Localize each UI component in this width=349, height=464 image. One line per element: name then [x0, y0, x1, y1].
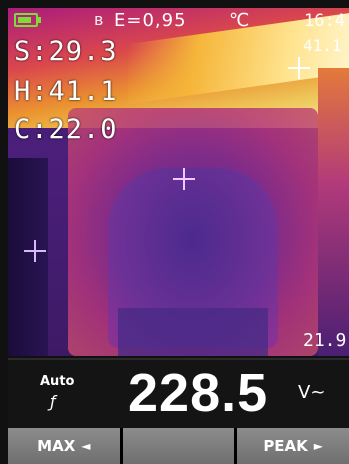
battery-level [18, 17, 31, 23]
battery-icon [14, 13, 41, 27]
status-bar: ʙ E=0,95 ℃ 16:4( [14, 10, 349, 31]
meter-unit: V~ [298, 382, 326, 403]
left-dark-region [8, 158, 48, 356]
temperature-unit: ℃ [229, 10, 250, 31]
hot-spot-crosshair-icon [288, 57, 310, 79]
softkey-bar: MAX ◄ PEAK ► [8, 428, 349, 464]
high-temperature: H:41.1 [14, 76, 118, 107]
bluetooth-icon: ʙ [94, 10, 104, 29]
range-symbol: ƒ [50, 392, 56, 411]
max-softkey[interactable]: MAX ◄ [8, 428, 120, 464]
left-arrow-icon: ◄ [81, 439, 91, 453]
bottom-box [118, 308, 268, 356]
center-crosshair-icon [173, 168, 195, 190]
max-softkey-label: MAX [37, 437, 76, 455]
cold-spot-crosshair-icon [24, 240, 46, 262]
right-arrow-icon: ► [313, 439, 324, 453]
max-corner-value: 41.1 [303, 36, 342, 55]
meter-value: 228.5 [128, 363, 269, 423]
cold-temperature: C:22.0 [14, 114, 118, 145]
min-corner-value: 21.9 [303, 330, 347, 351]
emissivity-value[interactable]: E=0,95 [114, 10, 187, 31]
peak-softkey-label: PEAK [263, 437, 308, 455]
right-post [318, 68, 349, 356]
range-mode: Auto [40, 374, 75, 389]
clock: 16:4( [304, 11, 349, 31]
blank-softkey[interactable] [122, 428, 235, 464]
peak-softkey[interactable]: PEAK ► [237, 428, 349, 464]
multimeter-panel: Auto ƒ 228.5 V~ [8, 358, 349, 428]
spot-temperature: S:29.3 [14, 36, 118, 67]
